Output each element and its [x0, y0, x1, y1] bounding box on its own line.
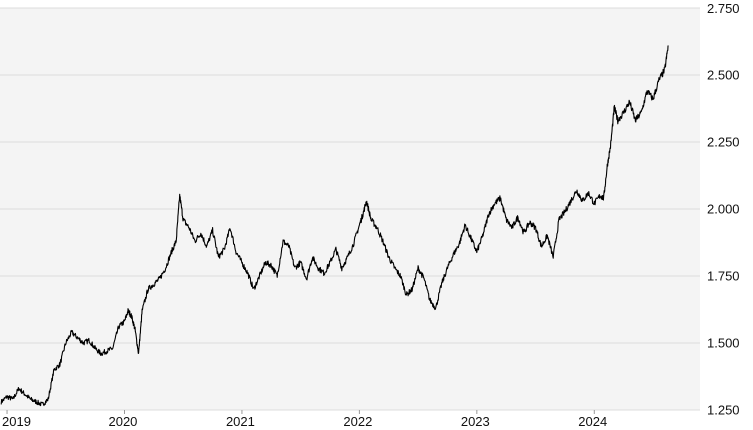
x-tick-label: 2022 [343, 414, 372, 429]
x-tick-label: 2024 [578, 414, 607, 429]
y-tick-label: 2.000 [707, 202, 740, 217]
grid-lines [0, 7, 700, 411]
y-tick-label: 1.750 [707, 269, 740, 284]
y-tick-label: 1.250 [707, 403, 740, 418]
x-tick-label: 2020 [108, 414, 137, 429]
x-axis: 2019 2020 2021 2022 2023 2024 [2, 410, 607, 429]
x-tick-label: 2023 [461, 414, 490, 429]
y-axis: 2.750 2.500 2.250 2.000 1.750 1.500 1.250 [707, 1, 740, 418]
y-tick-label: 1.500 [707, 336, 740, 351]
x-tick-label: 2019 [2, 414, 31, 429]
x-tick-label: 2021 [226, 414, 255, 429]
y-tick-label: 2.500 [707, 68, 740, 83]
y-tick-label: 2.750 [707, 1, 740, 16]
price-series-line [0, 45, 669, 407]
y-tick-label: 2.250 [707, 135, 740, 150]
